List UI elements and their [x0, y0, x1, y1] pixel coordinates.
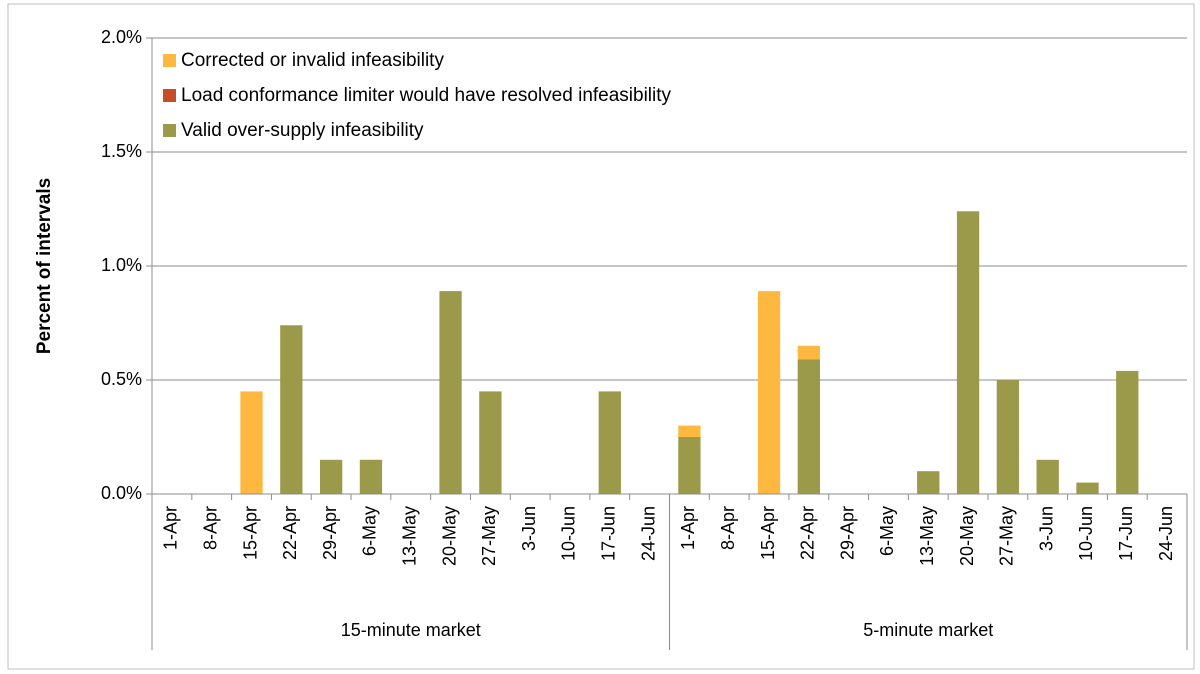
bar-segment: [956, 211, 980, 494]
y-tick-label: 0.0%: [101, 483, 142, 503]
x-tick-label: 13-May: [917, 506, 937, 566]
x-tick-label: 10-Jun: [1076, 506, 1096, 561]
legend-label: Load conformance limiter would have reso…: [181, 85, 672, 106]
x-tick-label: 17-Jun: [1116, 506, 1136, 561]
x-tick-label: 13-May: [400, 506, 420, 566]
x-tick-label: 6-May: [877, 506, 897, 556]
group-label: 15-minute market: [341, 620, 481, 640]
x-tick-label: 3-Jun: [1036, 506, 1056, 551]
x-tick-label: 3-Jun: [519, 506, 539, 551]
x-tick-label: 24-Jun: [638, 506, 658, 561]
bar-segment: [280, 325, 303, 494]
y-tick-label: 1.5%: [101, 141, 142, 161]
x-tick-label: 22-Apr: [798, 506, 818, 560]
bar-segment: [1076, 482, 1099, 494]
bar-segment: [797, 359, 820, 494]
x-tick-label: 6-May: [360, 506, 380, 556]
bar-segment: [678, 437, 701, 494]
y-axis-label: Percent of intervals: [34, 178, 55, 354]
legend-label: Valid over-supply infeasibility: [181, 120, 424, 141]
x-tick-label: 8-Apr: [718, 506, 738, 550]
chart-frame: [7, 3, 1195, 670]
x-tick-label: 15-Apr: [240, 506, 260, 560]
y-tick-label: 1.0%: [101, 255, 142, 275]
x-tick-label: 8-Apr: [200, 506, 220, 550]
y-tick-label: 2.0%: [101, 27, 142, 47]
x-tick-label: 27-May: [479, 506, 499, 566]
bar-segment: [996, 380, 1020, 494]
x-tick-label: 17-Jun: [599, 506, 619, 561]
legend-swatch: [163, 89, 176, 102]
x-tick-label: 20-May: [439, 506, 459, 566]
bar-segment: [479, 391, 502, 494]
x-tick-label: 24-Jun: [1156, 506, 1176, 561]
legend-swatch: [163, 54, 176, 67]
group-label: 5-minute market: [863, 620, 993, 640]
x-tick-label: 1-Apr: [161, 506, 181, 550]
x-tick-label: 1-Apr: [678, 506, 698, 550]
y-tick-label: 0.5%: [101, 369, 142, 389]
x-tick-label: 22-Apr: [280, 506, 300, 560]
x-tick-label: 27-May: [997, 506, 1017, 566]
legend-swatch: [163, 124, 176, 137]
bar-segment: [1036, 459, 1059, 494]
bar-segment: [598, 391, 621, 494]
bar-segment: [917, 471, 940, 494]
bar-segment: [797, 345, 820, 360]
bar-segment: [359, 459, 383, 494]
bar-segment: [757, 291, 781, 494]
x-tick-label: 10-Jun: [559, 506, 579, 561]
bar-segment: [439, 291, 462, 494]
x-tick-label: 29-Apr: [837, 506, 857, 560]
x-tick-label: 20-May: [957, 506, 977, 566]
bar-segment: [1116, 370, 1139, 494]
x-tick-label: 29-Apr: [320, 506, 340, 560]
bar-segment: [319, 459, 343, 494]
bar-segment: [240, 391, 263, 494]
legend-label: Corrected or invalid infeasibility: [181, 50, 444, 71]
bar-segment: [678, 425, 701, 437]
x-tick-label: 15-Apr: [758, 506, 778, 560]
